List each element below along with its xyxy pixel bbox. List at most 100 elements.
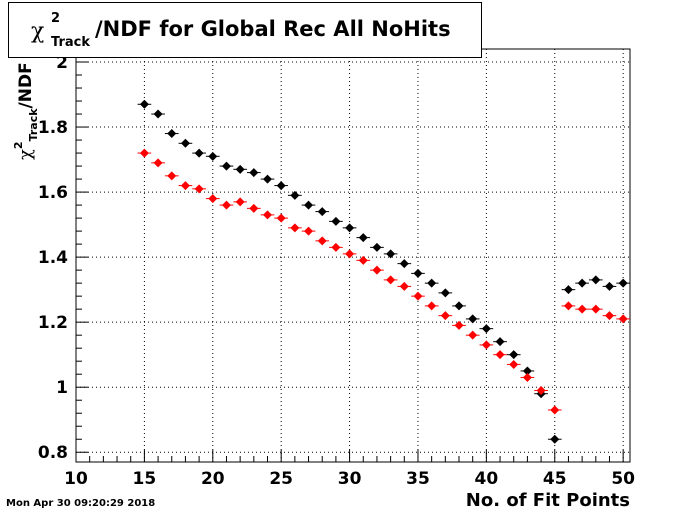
x-tick-label: 15 xyxy=(133,469,157,489)
data-point-series-1 xyxy=(317,207,327,217)
data-point-series-1 xyxy=(563,285,573,295)
data-point-series-1 xyxy=(454,301,464,311)
data-point-series-2 xyxy=(604,311,614,321)
data-point-series-2 xyxy=(235,197,245,207)
data-point-series-1 xyxy=(372,242,382,252)
data-point-series-1 xyxy=(386,249,396,259)
data-point-series-2 xyxy=(618,314,628,324)
data-point-series-2 xyxy=(167,171,177,181)
grid xyxy=(76,49,630,462)
data-point-series-2 xyxy=(427,301,437,311)
data-point-series-2 xyxy=(290,223,300,233)
data-point-series-1 xyxy=(550,434,560,444)
data-point-series-2 xyxy=(440,311,450,321)
data-point-series-2 xyxy=(276,213,286,223)
title-text: /NDF for Global Rec All NoHits xyxy=(95,17,451,41)
data-point-series-1 xyxy=(577,278,587,288)
data-point-series-1 xyxy=(481,324,491,334)
x-tick-label: 40 xyxy=(475,469,499,489)
ylabel-superscript: 2 xyxy=(12,141,25,150)
y-tick-label: 1.8 xyxy=(38,118,68,138)
data-point-series-1 xyxy=(618,278,628,288)
data-point-series-1 xyxy=(399,259,409,269)
data-point-series-2 xyxy=(221,200,231,210)
data-point-series-2 xyxy=(180,181,190,191)
data-point-series-1 xyxy=(180,138,190,148)
data-point-series-2 xyxy=(550,405,560,415)
data-point-series-1 xyxy=(249,168,259,178)
data-point-series-2 xyxy=(468,330,478,340)
data-point-series-1 xyxy=(208,151,218,161)
data-point-series-2 xyxy=(153,158,163,168)
x-tick-label: 10 xyxy=(64,469,88,489)
y-tick-label: 0.8 xyxy=(38,443,68,463)
data-point-series-2 xyxy=(358,255,368,265)
data-point-series-1 xyxy=(604,281,614,291)
ylabel-chi: χ xyxy=(15,149,36,160)
data-point-series-1 xyxy=(167,129,177,139)
y-tick-label: 1 xyxy=(56,378,68,398)
x-tick-label: 50 xyxy=(611,469,635,489)
data-point-series-1 xyxy=(358,233,368,243)
x-tick-label: 25 xyxy=(269,469,293,489)
data-point-series-1 xyxy=(509,350,519,360)
data-point-series-2 xyxy=(194,184,204,194)
data-point-series-1 xyxy=(427,278,437,288)
data-point-series-2 xyxy=(536,385,546,395)
data-points xyxy=(137,99,630,444)
data-point-series-2 xyxy=(345,249,355,259)
data-point-series-2 xyxy=(399,281,409,291)
ylabel-subscript: Track xyxy=(27,108,40,142)
data-point-series-1 xyxy=(139,99,149,109)
data-point-series-1 xyxy=(345,223,355,233)
y-tick-label: 1.6 xyxy=(38,183,68,203)
data-point-series-1 xyxy=(235,164,245,174)
data-point-series-1 xyxy=(591,275,601,285)
y-tick-label: 1.2 xyxy=(38,313,68,333)
title-subscript: Track xyxy=(51,35,90,50)
datestamp: Mon Apr 30 09:20:29 2018 xyxy=(6,498,156,509)
data-point-series-2 xyxy=(208,194,218,204)
data-point-series-1 xyxy=(194,148,204,158)
y-axis-label: χ2Track/NDF xyxy=(12,62,40,160)
data-point-series-2 xyxy=(454,320,464,330)
x-tick-label: 35 xyxy=(406,469,430,489)
data-point-series-1 xyxy=(413,268,423,278)
x-axis-label: No. of Fit Points xyxy=(465,490,630,511)
data-point-series-2 xyxy=(481,340,491,350)
data-point-series-1 xyxy=(522,366,532,376)
x-tick-label: 20 xyxy=(201,469,225,489)
data-point-series-2 xyxy=(331,242,341,252)
y-tick-label: 2 xyxy=(56,53,68,73)
axes: 10 15 20 25 30 35 40 45 50 0.8 1 1.2 1.4 1.6 1.8 2 xyxy=(38,48,635,489)
data-point-series-2 xyxy=(386,275,396,285)
ylabel-text: /NDF xyxy=(16,62,36,109)
data-point-series-2 xyxy=(372,265,382,275)
x-tick-label: 45 xyxy=(543,469,567,489)
data-point-series-2 xyxy=(317,236,327,246)
data-point-series-2 xyxy=(522,372,532,382)
data-point-series-2 xyxy=(495,350,505,360)
title-superscript: 2 xyxy=(51,11,61,26)
data-point-series-2 xyxy=(563,301,573,311)
data-point-series-1 xyxy=(290,190,300,200)
data-point-series-2 xyxy=(509,359,519,369)
x-tick-label: 30 xyxy=(338,469,362,489)
data-point-series-2 xyxy=(413,291,423,301)
data-point-series-1 xyxy=(304,200,314,210)
data-point-series-2 xyxy=(577,304,587,314)
data-point-series-1 xyxy=(221,161,231,171)
data-point-series-2 xyxy=(263,210,273,220)
y-tick-label: 1.4 xyxy=(38,248,68,268)
data-point-series-2 xyxy=(304,226,314,236)
data-point-series-1 xyxy=(468,314,478,324)
data-point-series-1 xyxy=(331,216,341,226)
data-point-series-1 xyxy=(276,181,286,191)
data-point-series-1 xyxy=(495,337,505,347)
data-point-series-1 xyxy=(153,109,163,119)
data-point-series-2 xyxy=(249,203,259,213)
title-chi: χ xyxy=(31,19,45,44)
data-point-series-1 xyxy=(440,288,450,298)
chart-title: χ 2 Track /NDF for Global Rec All NoHits xyxy=(8,2,482,58)
